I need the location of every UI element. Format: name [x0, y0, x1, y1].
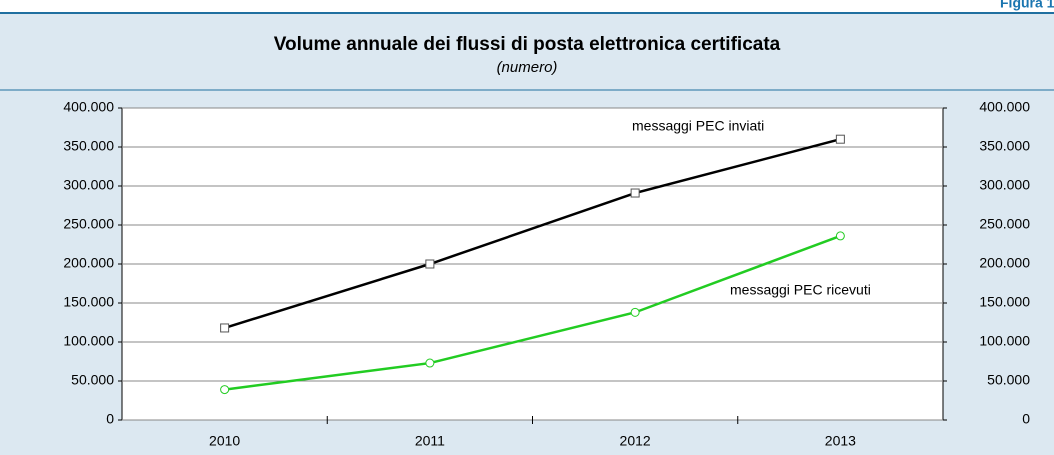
y2-tick-label: 350.000: [979, 138, 1030, 154]
y-tick-label: 100.000: [63, 333, 114, 349]
marker: [425, 358, 435, 368]
y2-tick-label: 0: [1022, 411, 1030, 427]
series-line: [224, 137, 841, 330]
y-tick-label: 150.000: [63, 294, 114, 310]
y2-tick-label: 250.000: [979, 216, 1030, 232]
marker: [835, 231, 845, 241]
series-label: messaggi PEC ricevuti: [730, 282, 871, 298]
series-label: messaggi PEC inviati: [632, 118, 764, 134]
figure-label: Figura 1.: [1000, 0, 1054, 11]
y-tick-label: 350.000: [63, 138, 114, 154]
marker: [220, 385, 230, 395]
marker: [220, 323, 230, 333]
y-tick-label: 0: [106, 411, 114, 427]
chart-title: Volume annuale dei flussi di posta elett…: [274, 34, 781, 55]
y2-tick-label: 150.000: [979, 294, 1030, 310]
marker: [425, 259, 435, 269]
y2-tick-label: 400.000: [979, 99, 1030, 115]
y-tick-label: 50.000: [71, 372, 114, 388]
y2-tick-label: 300.000: [979, 177, 1030, 193]
series-line: [224, 234, 841, 391]
marker: [835, 134, 845, 144]
y-tick-label: 200.000: [63, 255, 114, 271]
marker: [630, 307, 640, 317]
x-tick-label: 2011: [415, 433, 445, 449]
y2-tick-label: 200.000: [979, 255, 1030, 271]
x-tick-label: 2010: [209, 433, 240, 449]
y2-tick-label: 50.000: [987, 372, 1030, 388]
marker: [630, 188, 640, 198]
y2-tick-label: 100.000: [979, 333, 1030, 349]
y-tick-label: 400.000: [63, 99, 114, 115]
x-tick-label: 2013: [825, 433, 856, 449]
y-tick-label: 250.000: [63, 216, 114, 232]
y-tick-label: 300.000: [63, 177, 114, 193]
x-tick-label: 2012: [620, 433, 651, 449]
chart-subtitle: (numero): [497, 59, 558, 76]
